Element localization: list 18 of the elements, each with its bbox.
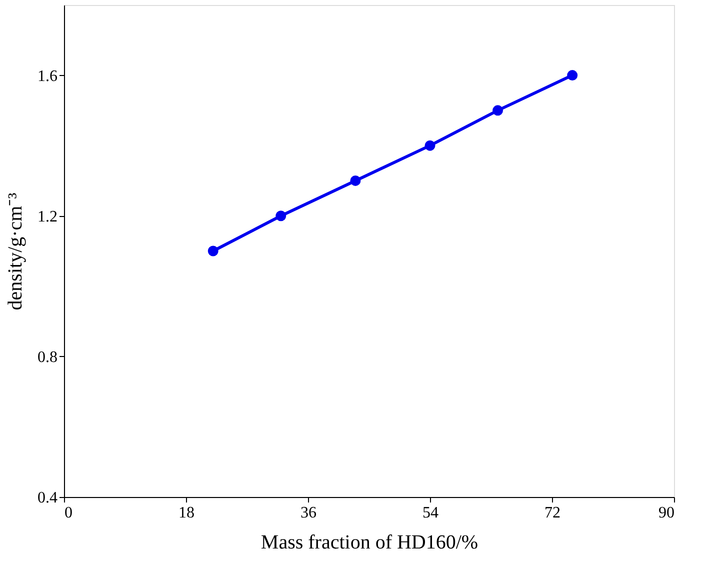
y-tick-label: 0.8 [38,348,58,366]
point [424,140,436,151]
point [208,246,218,256]
point [492,105,504,116]
point [567,70,578,81]
x-tick-label: 72 [544,504,560,522]
y-tick-label: 0.4 [38,490,58,506]
point [276,210,286,222]
y-tick-label: 1.2 [38,208,58,226]
y-axis-title: density/g·cm⁻³ [4,192,26,310]
x-tick-label: 0 [64,504,72,522]
x-axis-title: Mass fraction of HD160/% [260,532,478,554]
x-tick-label: 90 [658,504,674,522]
x-tick-label: 54 [422,504,438,522]
x-tick-label: 36 [300,504,316,522]
y-tick-label: 1.6 [38,68,58,85]
x-tick-label: 18 [178,504,194,522]
point [350,175,361,186]
